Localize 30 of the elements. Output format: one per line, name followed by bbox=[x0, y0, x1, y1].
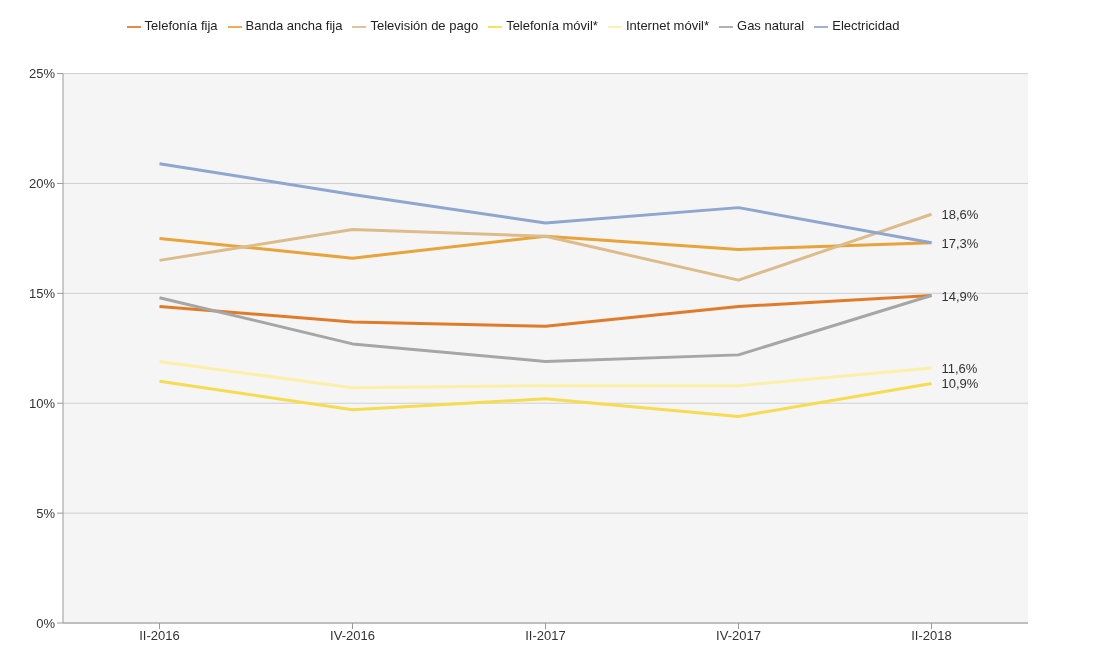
data-label: 17,3% bbox=[941, 235, 979, 251]
legend-label: Banda ancha fija bbox=[245, 18, 343, 33]
legend-label: Electricidad bbox=[832, 18, 900, 33]
legend-label: Telefonía fija bbox=[144, 18, 218, 33]
y-tick-label: 25% bbox=[28, 66, 56, 82]
y-tick-label: 15% bbox=[28, 285, 56, 301]
y-tick-label: 5% bbox=[36, 505, 56, 521]
line-series bbox=[158, 294, 933, 328]
line-series bbox=[158, 379, 933, 418]
legend-label: Telefonía móvil* bbox=[506, 18, 598, 33]
legend-label: Gas natural bbox=[737, 18, 805, 33]
data-label: 11,6% bbox=[941, 361, 978, 377]
line-series bbox=[158, 294, 933, 363]
line-series bbox=[158, 162, 933, 245]
x-tick-label: IV-2016 bbox=[330, 628, 375, 644]
line-series bbox=[158, 234, 933, 260]
data-label: 14,9% bbox=[941, 288, 979, 304]
data-label: 10,9% bbox=[941, 376, 979, 392]
y-tick-label: 20% bbox=[28, 176, 56, 192]
line-series bbox=[158, 212, 933, 282]
y-tick-label: 0% bbox=[36, 615, 56, 631]
legend-label: Internet móvil* bbox=[625, 18, 710, 33]
data-label: 18,6% bbox=[941, 207, 979, 223]
y-tick-label: 10% bbox=[28, 395, 56, 411]
x-tick-label: IV-2017 bbox=[716, 628, 761, 644]
legend-label: Televisión de pago bbox=[370, 18, 479, 33]
line-series bbox=[158, 359, 933, 390]
x-tick-label: II-2017 bbox=[525, 628, 566, 644]
x-tick-label: II-2016 bbox=[139, 628, 180, 644]
x-tick-label: II-2018 bbox=[911, 628, 952, 644]
